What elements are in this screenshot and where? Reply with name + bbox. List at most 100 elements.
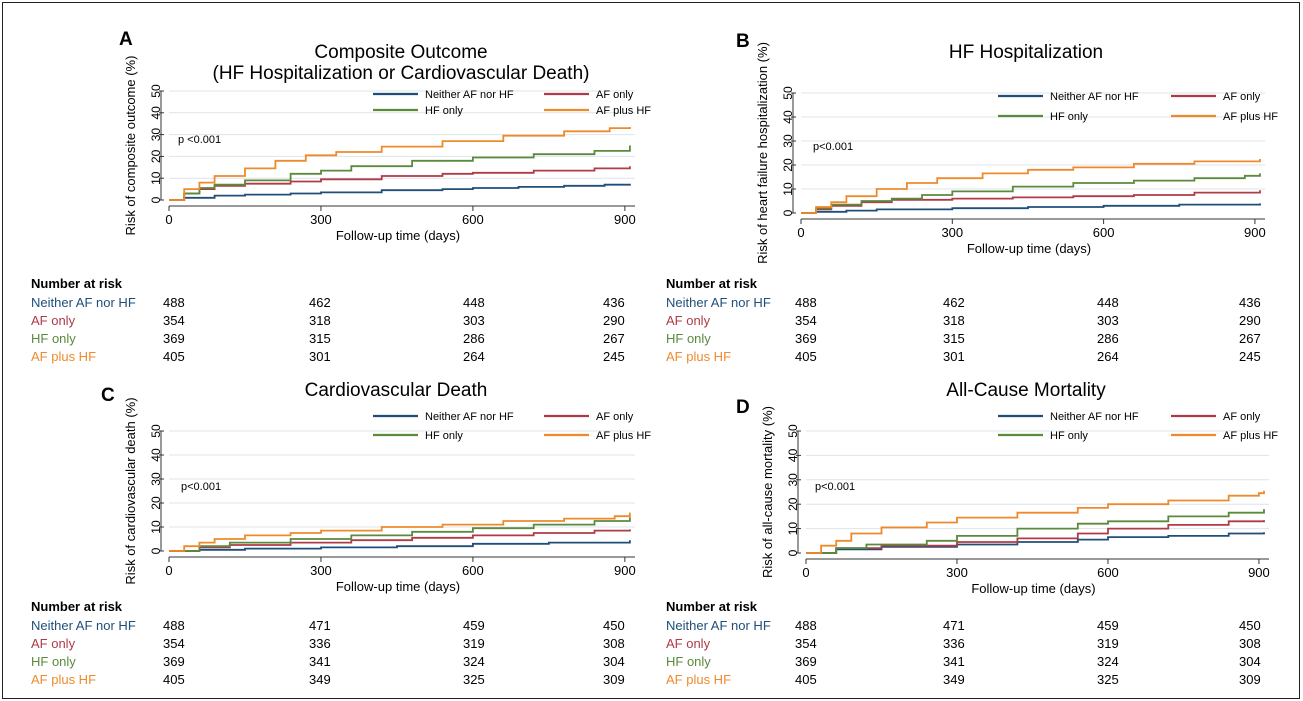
legend-label-af-plus-hf-b: AF plus HF	[1223, 111, 1278, 123]
x-tick-label-b: 600	[1093, 225, 1115, 240]
p-value-c: p<0.001	[181, 481, 221, 493]
risk-count: 354	[163, 313, 185, 328]
risk-table-title: Number at risk	[31, 599, 123, 614]
risk-count: 450	[1239, 618, 1261, 633]
risk-count: 448	[1097, 295, 1119, 310]
risk-count: 448	[463, 295, 485, 310]
legend-label-hf-only-b: HF only	[1050, 111, 1088, 123]
risk-count: 341	[943, 654, 965, 669]
series-line-neither-af-nor-hf-a	[169, 183, 631, 201]
risk-count: 290	[603, 313, 625, 328]
p-value-d: p<0.001	[815, 481, 855, 493]
x-tick-label-d: 900	[1248, 565, 1270, 580]
series-line-af-only-c	[169, 529, 631, 552]
risk-group-name: Neither AF nor HF	[31, 618, 136, 633]
risk-count: 336	[943, 636, 965, 651]
risk-count: 325	[463, 672, 485, 687]
x-tick-label-a: 0	[165, 212, 172, 227]
risk-count: 488	[163, 618, 185, 633]
legend-label-hf-only-a: HF only	[425, 105, 463, 117]
risk-count: 309	[1239, 672, 1261, 687]
risk-group-name: AF plus HF	[666, 349, 732, 364]
risk-group-name: AF only	[666, 636, 711, 651]
risk-table-title: Number at risk	[666, 599, 758, 614]
risk-count: 488	[795, 295, 817, 310]
risk-count: 301	[309, 349, 331, 364]
y-axis-label-b: Risk of heart failure hospitalization (%…	[755, 42, 770, 264]
legend-label-neither-af-nor-hf-d: Neither AF nor HF	[1050, 411, 1139, 423]
y-tick-label-c: 30	[149, 472, 163, 486]
risk-count: 405	[795, 672, 817, 687]
x-axis-label-a: Follow-up time (days)	[336, 228, 460, 243]
risk-count: 315	[309, 331, 331, 346]
x-axis-label-d: Follow-up time (days)	[971, 581, 1095, 596]
risk-count: 354	[795, 313, 817, 328]
y-axis-label-d: Risk of all-cause mortality (%)	[760, 406, 775, 578]
legend-label-hf-only-d: HF only	[1050, 430, 1088, 442]
risk-count: 349	[309, 672, 331, 687]
risk-count: 354	[163, 636, 185, 651]
risk-group-name: HF only	[666, 331, 711, 346]
risk-count: 324	[1097, 654, 1119, 669]
risk-group-name: Neither AF nor HF	[666, 618, 771, 633]
legend-label-af-only-d: AF only	[1223, 411, 1261, 423]
series-line-hf-only-c	[169, 517, 631, 552]
risk-group-name: HF only	[31, 331, 76, 346]
risk-count: 336	[309, 636, 331, 651]
series-line-hf-only-a	[169, 145, 631, 201]
y-tick-label-d: 20	[786, 497, 800, 511]
chart-title-c: Cardiovascular Death	[305, 380, 488, 401]
risk-count: 267	[1239, 331, 1261, 346]
risk-count: 245	[1239, 349, 1261, 364]
risk-count: 264	[1097, 349, 1119, 364]
risk-count: 324	[463, 654, 485, 669]
y-tick-label-d: 50	[786, 424, 800, 438]
risk-count: 488	[795, 618, 817, 633]
risk-group-name: HF only	[666, 654, 711, 669]
risk-count: 304	[603, 654, 625, 669]
risk-count: 488	[163, 295, 185, 310]
risk-count: 405	[163, 672, 185, 687]
legend-label-af-only-b: AF only	[1223, 91, 1261, 103]
p-value-b: p<0.001	[813, 141, 853, 153]
risk-count: 369	[795, 654, 817, 669]
risk-count: 245	[603, 349, 625, 364]
series-line-af-plus-hf-c	[169, 512, 631, 552]
panel-label-c: C	[101, 385, 115, 406]
series-line-af-plus-hf-b	[801, 159, 1261, 214]
x-tick-label-d: 300	[946, 565, 968, 580]
risk-count: 349	[943, 672, 965, 687]
risk-count: 318	[943, 313, 965, 328]
risk-group-name: AF plus HF	[31, 672, 97, 687]
risk-count: 308	[603, 636, 625, 651]
risk-group-name: AF plus HF	[31, 349, 97, 364]
y-tick-label-a: 30	[149, 128, 163, 142]
risk-table-title: Number at risk	[666, 276, 758, 291]
y-tick-label-b: 0	[781, 209, 795, 216]
x-tick-label-a: 900	[614, 212, 636, 227]
y-tick-label-c: 40	[149, 448, 163, 462]
risk-count: 436	[1239, 295, 1261, 310]
legend-label-af-only-a: AF only	[596, 89, 634, 101]
x-axis-label-c: Follow-up time (days)	[336, 579, 460, 594]
risk-count: 369	[163, 331, 185, 346]
series-line-af-plus-hf-a	[169, 127, 631, 201]
y-tick-label-b: 10	[781, 182, 795, 196]
y-tick-label-a: 0	[149, 196, 163, 203]
y-tick-label-d: 40	[786, 448, 800, 462]
legend-label-af-plus-hf-c: AF plus HF	[596, 430, 651, 442]
x-tick-label-c: 0	[165, 563, 172, 578]
x-tick-label-b: 300	[941, 225, 963, 240]
risk-count: 462	[943, 295, 965, 310]
y-tick-label-b: 30	[781, 134, 795, 148]
series-line-hf-only-d	[806, 509, 1265, 554]
x-tick-label-c: 600	[462, 563, 484, 578]
legend-label-neither-af-nor-hf-b: Neither AF nor HF	[1050, 91, 1139, 103]
risk-group-name: Neither AF nor HF	[31, 295, 136, 310]
series-line-neither-af-nor-hf-c	[169, 540, 631, 552]
risk-count: 319	[463, 636, 485, 651]
x-tick-label-c: 300	[310, 563, 332, 578]
chart-title-b: HF Hospitalization	[949, 42, 1103, 63]
risk-count: 436	[603, 295, 625, 310]
